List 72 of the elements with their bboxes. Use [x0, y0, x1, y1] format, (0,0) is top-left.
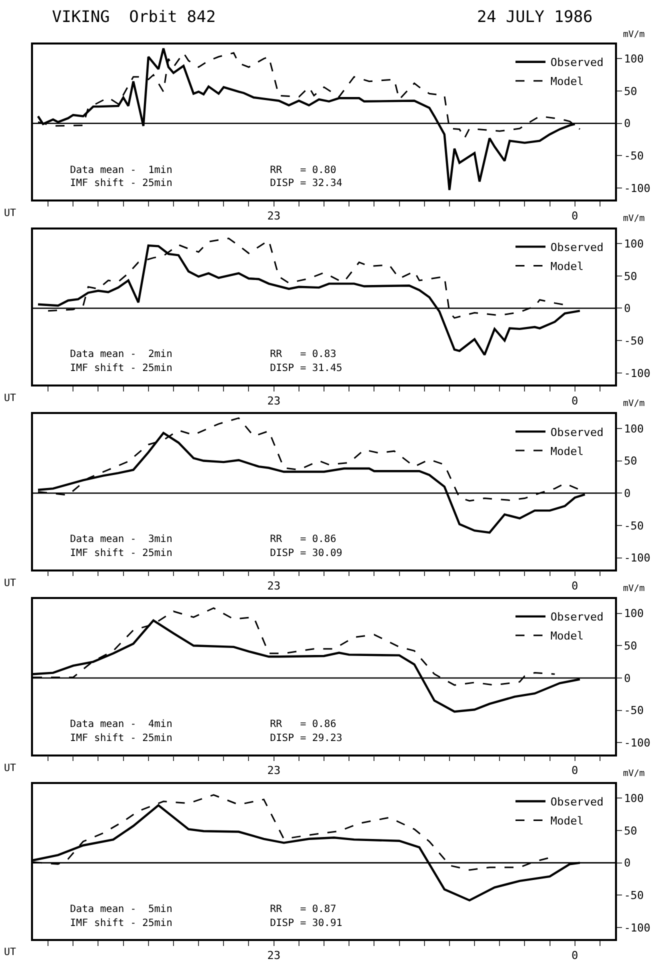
annotation: DISP = 30.91: [270, 918, 342, 929]
annotation: Data mean - 5min: [70, 904, 172, 915]
x-axis-title: UT: [4, 393, 16, 404]
chart-subtitle: 24 JULY 1986: [477, 7, 593, 26]
legend-label: Model: [550, 814, 584, 828]
x-tick-label: 23: [267, 579, 280, 592]
y-tick-label: 50: [624, 454, 638, 468]
annotation: DISP = 32.34: [270, 178, 342, 189]
y-axis-title: mV/m: [623, 30, 645, 40]
y-axis-title: mV/m: [623, 769, 645, 779]
y-tick-label: 50: [624, 639, 638, 652]
legend-label: Observed: [550, 240, 604, 254]
y-tick-label: -100: [624, 182, 650, 195]
y-tick-label: 50: [624, 824, 638, 838]
y-tick-label: 0: [624, 302, 631, 316]
y-tick-label: 0: [624, 856, 631, 870]
y-tick-label: -100: [624, 921, 650, 934]
x-axis-title: UT: [4, 763, 16, 774]
x-axis-title: UT: [4, 947, 16, 958]
annotation: IMF shift - 25min: [70, 733, 172, 744]
y-tick-label: -50: [624, 889, 644, 902]
y-tick-label: 100: [624, 422, 644, 436]
annotation: RR = 0.83: [270, 349, 336, 360]
annotation: IMF shift - 25min: [70, 918, 172, 929]
y-tick-label: 50: [624, 270, 638, 283]
y-tick-label: 50: [624, 84, 638, 98]
annotation: IMF shift - 25min: [70, 548, 172, 559]
x-tick-label: 23: [267, 764, 280, 778]
y-tick-label: 100: [624, 52, 644, 66]
annotation: DISP = 29.23: [270, 733, 342, 744]
legend-label: Model: [550, 444, 584, 458]
y-tick-label: 100: [624, 237, 644, 250]
y-tick-label: 0: [624, 117, 631, 130]
legend-label: Model: [550, 260, 584, 273]
annotation: Data mean - 3min: [70, 534, 172, 545]
x-axis-title: UT: [4, 578, 16, 589]
y-tick-label: -100: [624, 736, 650, 750]
annotation: DISP = 30.09: [270, 548, 342, 559]
x-tick-label: 23: [267, 210, 280, 223]
annotation: RR = 0.86: [270, 719, 336, 730]
annotation: IMF shift - 25min: [70, 178, 172, 189]
x-tick-label: 23: [267, 394, 280, 408]
annotation: RR = 0.86: [270, 534, 336, 545]
y-tick-label: -50: [624, 334, 644, 348]
legend-label: Model: [550, 630, 584, 643]
legend-label: Observed: [550, 610, 604, 624]
annotation: RR = 0.80: [270, 165, 336, 176]
x-axis-title: UT: [4, 208, 16, 219]
y-tick-label: -100: [624, 552, 650, 565]
annotation: Data mean - 4min: [70, 719, 172, 730]
y-tick-label: -50: [624, 150, 644, 163]
y-axis-title: mV/m: [623, 214, 645, 224]
legend-label: Observed: [550, 426, 604, 439]
annotation: Data mean - 1min: [70, 165, 172, 176]
y-axis-title: mV/m: [623, 584, 645, 594]
y-tick-label: -50: [624, 704, 644, 718]
annotation: DISP = 31.45: [270, 363, 342, 374]
y-axis-title: mV/m: [623, 399, 645, 409]
y-tick-label: 100: [624, 792, 644, 806]
y-tick-label: -100: [624, 366, 650, 380]
annotation: RR = 0.87: [270, 904, 336, 915]
legend-label: Observed: [550, 56, 604, 70]
legend-label: Model: [550, 75, 584, 88]
y-tick-label: -50: [624, 519, 644, 532]
y-tick-label: 100: [624, 607, 644, 620]
annotation: Data mean - 2min: [70, 349, 172, 360]
y-tick-label: 0: [624, 672, 631, 685]
legend-label: Observed: [550, 796, 604, 809]
annotation: IMF shift - 25min: [70, 363, 172, 374]
chart-title: VIKING Orbit 842: [52, 7, 216, 26]
x-tick-label: 23: [267, 949, 280, 962]
y-tick-label: 0: [624, 486, 631, 500]
